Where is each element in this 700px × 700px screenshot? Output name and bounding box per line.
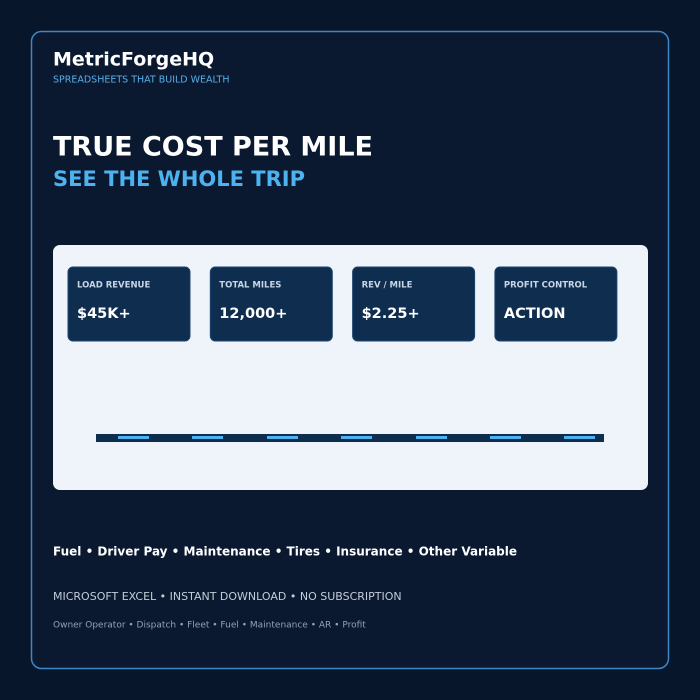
subtitle: SEE THE WHOLE TRIP xyxy=(53,167,305,191)
metric-card xyxy=(494,266,618,342)
card-value: $2.25+ xyxy=(362,306,420,322)
dash xyxy=(490,436,521,439)
tags: Owner Operator • Dispatch • Fleet • Fuel… xyxy=(53,621,366,631)
dash xyxy=(267,436,298,439)
cost-categories: Fuel • Driver Pay • Maintenance • Tires … xyxy=(53,545,517,559)
metric-card xyxy=(352,266,476,342)
card-value: 12,000+ xyxy=(219,306,287,322)
card-value: $45K+ xyxy=(77,306,131,322)
dash xyxy=(341,436,372,439)
dash xyxy=(192,436,223,439)
tagline: SPREADSHEETS THAT BUILD WEALTH xyxy=(53,75,229,86)
metric-card xyxy=(67,266,191,342)
card-label: PROFIT CONTROL xyxy=(504,281,588,291)
dash xyxy=(564,436,595,439)
card-label: TOTAL MILES xyxy=(219,281,281,291)
brand: MetricForgeHQ xyxy=(53,49,214,71)
metric-card xyxy=(209,266,333,342)
card-label: REV / MILE xyxy=(362,281,413,291)
dash xyxy=(416,436,447,439)
cards: LOAD REVENUE $45K+ TOTAL MILES 12,000+ REV /… xyxy=(67,266,618,342)
road-dashes xyxy=(118,436,595,439)
card-label: LOAD REVENUE xyxy=(77,281,150,291)
dash xyxy=(118,436,149,439)
title: TRUE COST PER MILE xyxy=(53,132,373,163)
product-line: MICROSOFT EXCEL • INSTANT DOWNLOAD • NO … xyxy=(53,590,402,603)
card-value: ACTION xyxy=(504,306,566,322)
